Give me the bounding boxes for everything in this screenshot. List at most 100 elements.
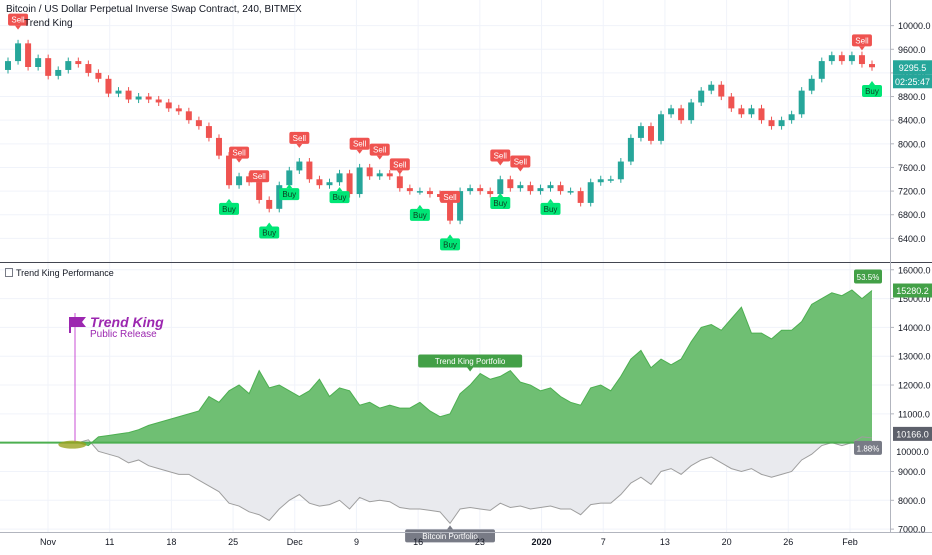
signal-badge <box>540 202 561 215</box>
benchmark-tag-label: Bitcoin Portfolio <box>422 532 478 541</box>
performance-tick-label: 8000.0 <box>898 496 926 506</box>
sell-signal: Sell <box>510 155 531 172</box>
buy-signal: Buy <box>279 184 300 201</box>
candle-body <box>828 55 835 62</box>
candle-body <box>678 108 685 121</box>
time-tick-label: 20 <box>722 537 732 547</box>
settings-icon[interactable] <box>5 268 13 277</box>
strategy-value-label: 15280.2 <box>893 283 932 298</box>
time-tick-label: 23 <box>475 537 485 547</box>
candle-body <box>246 176 253 183</box>
strategy-tag-pointer <box>467 367 474 372</box>
candle-body <box>25 43 32 67</box>
price-tick-label: 8400.0 <box>898 116 926 126</box>
signal-pointer <box>517 167 524 172</box>
signal-pointer <box>416 204 423 209</box>
strategy-return-badge: 53.5% <box>854 269 882 284</box>
signal-label: Sell <box>11 16 25 25</box>
candle-body <box>577 191 584 203</box>
candle-body <box>698 90 705 103</box>
candle-body <box>507 179 514 189</box>
signal-pointer <box>236 158 243 163</box>
countdown-label-text: 02:25:47 <box>895 77 930 87</box>
candle-body <box>356 167 363 195</box>
candle-body <box>869 64 875 68</box>
time-tick-label: 9 <box>354 537 359 547</box>
candle-body <box>758 108 765 121</box>
signal-pointer <box>858 46 865 51</box>
flag-icon <box>69 317 86 333</box>
performance-tick-label: 9000.0 <box>898 467 926 477</box>
signal-badge <box>369 143 390 156</box>
candle-body <box>165 102 172 109</box>
signal-label: Sell <box>855 36 869 45</box>
signal-pointer <box>356 149 363 154</box>
candle-body <box>647 126 654 141</box>
candle-body <box>668 108 675 115</box>
signal-pointer <box>497 161 504 166</box>
candle-body <box>848 55 855 62</box>
candle-body <box>607 179 614 181</box>
price-tick-label: 9600.0 <box>898 45 926 55</box>
signal-badge <box>851 34 872 47</box>
price-tick-label: 6800.0 <box>898 210 926 220</box>
candle-body <box>567 191 574 193</box>
sell-signal: Sell <box>369 143 390 160</box>
strategy-tag-box <box>418 354 523 368</box>
candle-body <box>637 126 644 138</box>
candle-body <box>65 61 72 70</box>
candle-body <box>266 199 273 209</box>
sell-signal: Sell <box>440 190 461 207</box>
signal-badge <box>490 149 511 162</box>
strategy-tag-label: Trend King Portfolio <box>435 357 506 366</box>
candle-body <box>718 84 725 97</box>
candle-body <box>376 173 383 177</box>
signal-pointer <box>447 202 454 207</box>
strategy-return-badge-box <box>854 269 882 284</box>
performance-tick-label: 11000.0 <box>898 409 930 419</box>
candle-body <box>185 111 192 121</box>
candle-body <box>85 64 92 73</box>
signal-label: Sell <box>252 172 266 181</box>
strategy-tag: Trend King Portfolio <box>418 354 523 372</box>
signal-label: Buy <box>443 240 457 249</box>
signal-label: Buy <box>544 205 558 214</box>
signal-label: Sell <box>494 152 508 161</box>
signal-badge <box>219 202 240 215</box>
candle-body <box>708 84 715 91</box>
time-tick-label: Dec <box>287 537 304 547</box>
baseline-value-label: 10000.0 <box>893 444 932 459</box>
signal-badge <box>440 238 461 251</box>
candle-body <box>366 167 373 177</box>
candle-body <box>236 176 243 186</box>
strategy-line <box>78 289 873 447</box>
performance-tick-label: 14000.0 <box>898 323 931 333</box>
candle-body <box>437 194 443 197</box>
sell-signal: Sell <box>389 158 410 175</box>
indicator-name: Trend King <box>24 18 73 29</box>
signal-pointer <box>376 155 383 160</box>
signal-pointer <box>869 80 875 85</box>
signal-pointer <box>296 143 303 148</box>
signal-label: Sell <box>373 146 387 155</box>
signal-badge <box>862 84 882 97</box>
signal-badge <box>259 226 280 239</box>
candle-body <box>788 114 795 121</box>
sell-signal: Sell <box>490 149 511 166</box>
time-tick-label: 11 <box>105 537 114 547</box>
signal-label: Buy <box>222 205 236 214</box>
signal-badge <box>440 190 461 203</box>
candle-body <box>768 120 775 127</box>
signal-pointer <box>497 193 504 197</box>
candle-body <box>617 161 624 180</box>
candle-body <box>406 188 413 192</box>
candle-body <box>195 120 202 127</box>
sell-signal: Sell <box>349 137 370 154</box>
buy-signal: Buy <box>540 198 561 215</box>
candle-body <box>15 43 22 62</box>
candle-body <box>547 185 554 189</box>
baseline-value-label-box <box>893 444 932 459</box>
buy-signal: Buy <box>259 222 280 239</box>
buy-signal: Buy <box>862 80 882 97</box>
candle-body <box>55 69 62 76</box>
